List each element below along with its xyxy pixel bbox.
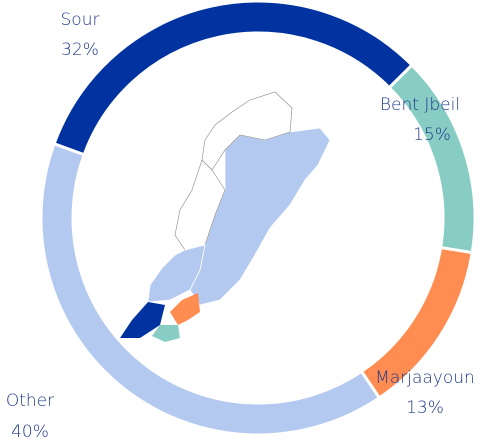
segment-label: Other — [6, 391, 54, 411]
donut-segment — [387, 62, 477, 255]
segment-value: 15% — [413, 125, 451, 145]
segment-value: 40% — [11, 422, 49, 442]
segment-value: 13% — [406, 398, 444, 418]
segment-value: 32% — [61, 40, 99, 60]
segment-label: Sour — [61, 10, 100, 30]
donut-segment — [39, 141, 382, 437]
segment-label: Bent Jbeil — [380, 95, 460, 115]
segment-label: Marjaayoun — [375, 368, 475, 388]
map — [120, 91, 331, 342]
